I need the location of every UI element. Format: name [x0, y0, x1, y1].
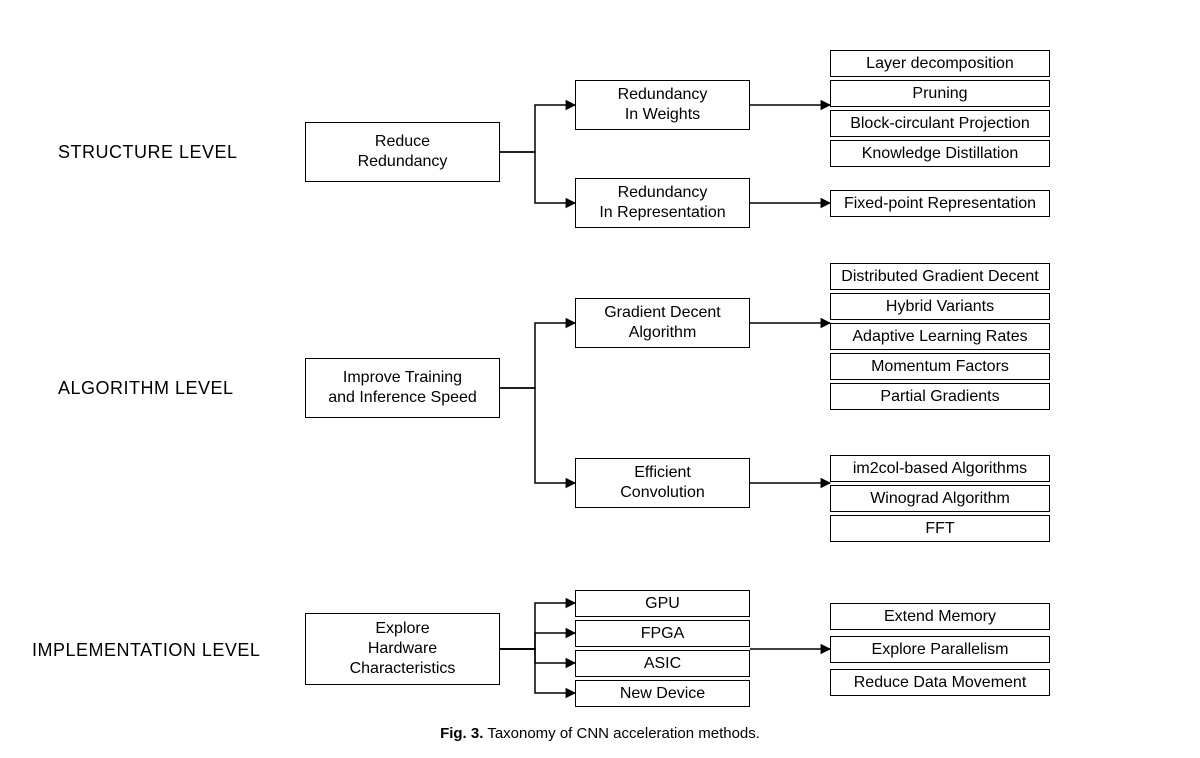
box-efficient-convolution: EfficientConvolution [575, 458, 750, 508]
leaf-momentum: Momentum Factors [830, 353, 1050, 380]
label-implementation: IMPLEMENTATION LEVEL [32, 640, 260, 661]
leaf-fpga: FPGA [575, 620, 750, 647]
leaf-knowledge-distillation: Knowledge Distillation [830, 140, 1050, 167]
leaf-partial-gradients: Partial Gradients [830, 383, 1050, 410]
leaf-gpu: GPU [575, 590, 750, 617]
leaf-distributed-gd: Distributed Gradient Decent [830, 263, 1050, 290]
label-algorithm: ALGORITHM LEVEL [58, 378, 234, 399]
box-explore-hardware: ExploreHardwareCharacteristics [305, 613, 500, 685]
box-improve-training: Improve Trainingand Inference Speed [305, 358, 500, 418]
leaf-block-circulant: Block-circulant Projection [830, 110, 1050, 137]
leaf-winograd: Winograd Algorithm [830, 485, 1050, 512]
leaf-reduce-data-movement: Reduce Data Movement [830, 669, 1050, 696]
leaf-adaptive-lr: Adaptive Learning Rates [830, 323, 1050, 350]
leaf-asic: ASIC [575, 650, 750, 677]
figure-caption: Fig. 3. Taxonomy of CNN acceleration met… [0, 725, 1200, 742]
box-reduce-redundancy: ReduceRedundancy [305, 122, 500, 182]
box-redundancy-weights: RedundancyIn Weights [575, 80, 750, 130]
leaf-explore-parallelism: Explore Parallelism [830, 636, 1050, 663]
box-gradient-descent: Gradient DecentAlgorithm [575, 298, 750, 348]
leaf-new-device: New Device [575, 680, 750, 707]
box-redundancy-representation: RedundancyIn Representation [575, 178, 750, 228]
leaf-fixed-point: Fixed-point Representation [830, 190, 1050, 217]
label-structure: STRUCTURE LEVEL [58, 142, 238, 163]
leaf-layer-decomposition: Layer decomposition [830, 50, 1050, 77]
caption-prefix: Fig. 3. [440, 725, 483, 742]
caption-text: Taxonomy of CNN acceleration methods. [487, 725, 760, 742]
leaf-im2col: im2col-based Algorithms [830, 455, 1050, 482]
leaf-pruning: Pruning [830, 80, 1050, 107]
leaf-hybrid-variants: Hybrid Variants [830, 293, 1050, 320]
leaf-extend-memory: Extend Memory [830, 603, 1050, 630]
leaf-fft: FFT [830, 515, 1050, 542]
diagram-canvas: STRUCTURE LEVEL ALGORITHM LEVEL IMPLEMEN… [0, 0, 1200, 758]
